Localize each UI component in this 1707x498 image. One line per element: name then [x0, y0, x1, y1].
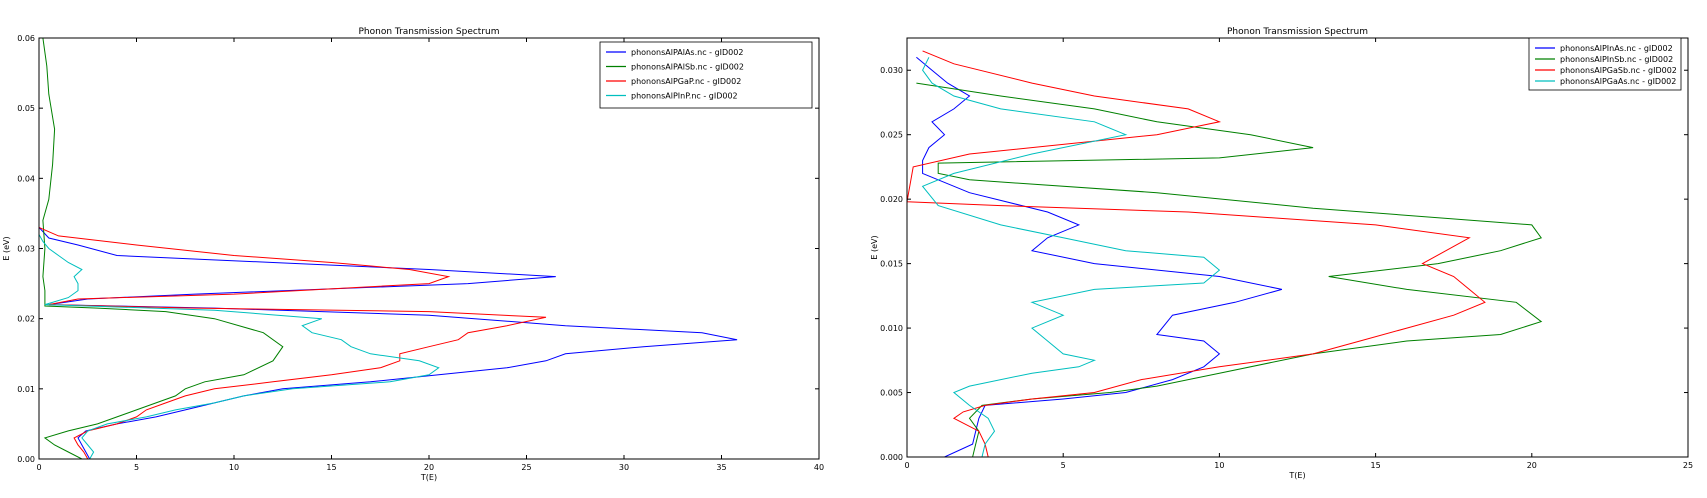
- legend-label: phononsAlPGaP.nc - gID002: [631, 77, 741, 86]
- series-line-2: [42, 38, 284, 459]
- x-tick-label: 10: [229, 463, 239, 472]
- series-line-2: [916, 82, 1543, 457]
- y-tick-label: 0.020: [880, 195, 903, 204]
- chart-title: Phonon Transmission Spectrum: [1227, 27, 1368, 37]
- x-tick-label: 15: [1371, 461, 1381, 470]
- y-tick-label: 0.010: [880, 324, 903, 333]
- y-tick-label: 0.00: [17, 455, 35, 464]
- series-line-3: [39, 226, 547, 459]
- y-tick-label: 0.000: [880, 453, 903, 462]
- legend-box: [599, 41, 813, 109]
- chart-title: Phonon Transmission Spectrum: [358, 27, 499, 37]
- chart-1: Phonon Transmission Spectrum 0 5 10 15 20 25 30…: [2, 27, 824, 482]
- legend-label: phononsAlPInSb.nc - gID002: [1560, 55, 1673, 64]
- y-tick-label: 0.04: [17, 174, 35, 183]
- x-axis-label: T(E): [420, 473, 437, 482]
- y-axis-label: E (eV): [2, 236, 11, 260]
- series-line-1: [916, 56, 1283, 457]
- x-tick-label: 5: [134, 463, 139, 472]
- x-tick-label: 40: [814, 463, 824, 472]
- series-line-4: [39, 234, 440, 459]
- y-tick-label: 0.06: [17, 34, 35, 43]
- plot-frame: [906, 37, 1689, 458]
- x-tick-label: 10: [1214, 461, 1224, 470]
- y-tick-label: 0.005: [880, 389, 903, 398]
- y-tick-label: 0.02: [17, 315, 35, 324]
- series-line-3: [907, 50, 1486, 457]
- series-line-1: [39, 38, 738, 459]
- y-tick-label: 0.01: [17, 385, 35, 394]
- y-axis-label: E (eV): [870, 235, 879, 259]
- series-line-4: [921, 57, 1221, 457]
- x-tick-label: 30: [619, 463, 629, 472]
- x-tick-label: 25: [521, 463, 531, 472]
- x-tick-label: 0: [904, 461, 909, 470]
- legend-label: phononsAlPGaAs.nc - gID002: [1560, 77, 1676, 86]
- legend-label: phononsAlPInP.nc - gID002: [631, 92, 738, 101]
- y-tick-label: 0.015: [880, 260, 903, 269]
- y-tick-label: 0.030: [880, 66, 903, 75]
- x-tick-label: 0: [36, 463, 41, 472]
- y-tick-label: 0.05: [17, 104, 35, 113]
- legend-label: phononsAlPGaSb.nc - gID002: [1560, 66, 1677, 75]
- legend-label: phononsAlPAlSb.nc - gID002: [631, 63, 744, 72]
- x-tick-label: 20: [424, 463, 434, 472]
- x-tick-label: 25: [1683, 461, 1693, 470]
- x-tick-label: 20: [1527, 461, 1537, 470]
- legend: phononsAlPInAs.nc - gID002 phononsAlPInSb…: [1528, 37, 1682, 91]
- y-tick-label: 0.025: [880, 131, 903, 140]
- legend-label: phononsAlPAlAs.nc - gID002: [631, 48, 743, 57]
- legend-label: phononsAlPInAs.nc - gID002: [1560, 44, 1673, 53]
- chart-2: Phonon Transmission Spectrum 0 5 10 15 20 25 0.…: [870, 27, 1693, 480]
- y-tick-label: 0.03: [17, 245, 35, 254]
- legend: phononsAlPAlAs.nc - gID002 phononsAlPAlSb…: [599, 41, 813, 109]
- x-tick-label: 35: [716, 463, 726, 472]
- x-tick-label: 5: [1061, 461, 1066, 470]
- x-axis-label: T(E): [1288, 471, 1305, 480]
- x-tick-label: 15: [326, 463, 336, 472]
